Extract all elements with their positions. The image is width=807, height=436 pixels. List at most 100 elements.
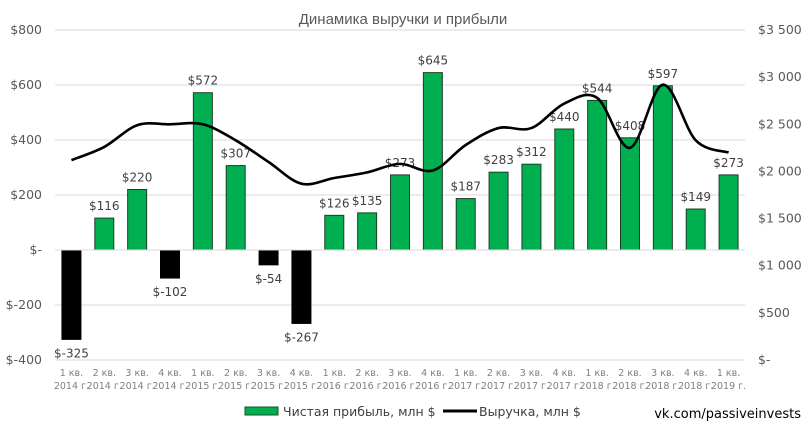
profit-bar [652, 85, 673, 251]
x-axis-tick-quarter: 1 кв. [454, 368, 477, 379]
x-axis-tick-quarter: 4 кв. [421, 368, 444, 379]
x-axis-tick-year: 2017 г. [547, 381, 582, 392]
x-axis-tick-quarter: 1 кв. [191, 368, 214, 379]
profit-bar [620, 137, 640, 251]
legend-item-revenue: Выручка, млн $ [443, 404, 581, 419]
right-axis-tick-label: $- [758, 352, 770, 367]
x-axis-tick-year: 2016 г. [317, 381, 352, 392]
profit-data-label: $-267 [284, 330, 319, 344]
left-axis-tick-label: $- [30, 242, 42, 257]
profit-data-label: $307 [220, 147, 251, 161]
x-axis-tick-quarter: 1 кв. [323, 368, 346, 379]
x-axis-tick-quarter: 2 кв. [93, 368, 116, 379]
x-axis-tick-quarter: 2 кв. [618, 368, 641, 379]
x-axis-tick-year: 2014 г. [152, 381, 187, 392]
profit-bar [390, 174, 410, 251]
profit-bar [521, 163, 542, 251]
x-axis-tick-year: 2015 г. [185, 381, 220, 392]
profit-data-label: $187 [450, 180, 481, 194]
profit-data-label: $116 [89, 199, 120, 213]
profit-data-label: $-102 [153, 285, 188, 299]
profit-bar [291, 249, 312, 324]
x-axis-tick-quarter: 4 кв. [684, 368, 707, 379]
x-axis-tick-quarter: 4 кв. [553, 368, 576, 379]
x-axis-tick-year: 2017 г. [448, 381, 483, 392]
legend-swatch-bar-icon [244, 406, 279, 416]
x-axis-tick-year: 2014 г. [120, 381, 155, 392]
profit-bar [685, 208, 706, 251]
legend-label-profit: Чистая прибыль, млн $ [283, 404, 436, 419]
profit-bar [324, 214, 345, 251]
left-axis-ticks: $800 $600 $400 $200 $- $-200 $-400 [6, 22, 42, 367]
left-axis-tick-label: $600 [10, 77, 42, 92]
x-axis-tick-year: 2018 г. [678, 381, 713, 392]
x-axis-tick-year: 2019 г. [711, 381, 746, 392]
x-axis-ticks: 1 кв.2014 г.2 кв.2014 г.3 кв.2014 г.4 кв… [54, 368, 746, 392]
profit-bars [61, 72, 739, 340]
left-axis-tick-label: $-400 [6, 352, 42, 367]
profit-data-label: $645 [418, 54, 449, 68]
profit-bar [94, 217, 115, 251]
profit-data-label: $283 [483, 153, 514, 167]
profit-data-label: $544 [582, 81, 613, 95]
legend-label-revenue: Выручка, млн $ [479, 404, 581, 419]
profit-bar [587, 99, 608, 251]
profit-bar [61, 249, 82, 340]
x-axis-tick-year: 2018 г. [645, 381, 680, 392]
legend: Чистая прибыль, млн $ Выручка, млн $ [244, 404, 581, 419]
right-axis-tick-label: $1 000 [758, 258, 802, 273]
left-axis-tick-label: $-200 [6, 297, 42, 312]
profit-data-label: $126 [319, 196, 350, 210]
x-axis-tick-year: 2018 г. [612, 381, 647, 392]
right-axis-tick-label: $3 000 [758, 69, 802, 84]
profit-data-label: $597 [648, 67, 679, 81]
x-axis-tick-year: 2016 г. [350, 381, 385, 392]
profit-data-label: $273 [713, 156, 744, 170]
right-axis-tick-label: $3 500 [758, 22, 802, 37]
profit-bar [192, 92, 213, 251]
x-axis-tick-quarter: 4 кв. [290, 368, 313, 379]
profit-bar [422, 72, 443, 251]
x-axis-tick-year: 2015 г. [284, 381, 319, 392]
x-axis-tick-year: 2017 г. [514, 381, 549, 392]
profit-bar [225, 165, 246, 251]
x-axis-tick-year: 2018 г. [580, 381, 615, 392]
profit-data-label: $-54 [255, 272, 282, 286]
x-axis-tick-year: 2016 г. [415, 381, 450, 392]
x-axis-tick-quarter: 2 кв. [487, 368, 510, 379]
profit-data-label: $220 [122, 171, 153, 185]
x-axis-tick-quarter: 3 кв. [520, 368, 543, 379]
right-axis-tick-label: $1 500 [758, 211, 802, 226]
x-axis-tick-quarter: 3 кв. [651, 368, 674, 379]
profit-bar [488, 171, 509, 251]
profit-data-label: $-325 [54, 346, 89, 360]
right-axis-ticks: $3 500 $3 000 $2 500 $2 000 $1 500 $1 000 $500… [758, 22, 802, 367]
revenue-line-path [70, 83, 730, 186]
profit-bar [258, 249, 279, 266]
revenue-line [70, 83, 730, 186]
x-axis-tick-quarter: 4 кв. [158, 368, 181, 379]
chart-title: Динамика выручки и прибыли [299, 11, 508, 28]
watermark: vk.com/passiveinvests [654, 407, 801, 422]
right-axis-tick-label: $500 [758, 305, 790, 320]
x-axis-tick-quarter: 1 кв. [585, 368, 608, 379]
x-axis-tick-quarter: 1 кв. [60, 368, 83, 379]
x-axis-tick-year: 2014 г. [87, 381, 122, 392]
profit-data-label: $572 [188, 74, 219, 88]
profit-bar [127, 189, 148, 251]
profit-bar [357, 212, 378, 251]
profit-bar [455, 198, 476, 251]
x-axis-tick-quarter: 2 кв. [224, 368, 247, 379]
x-axis-tick-year: 2016 г. [382, 381, 417, 392]
x-axis-tick-quarter: 3 кв. [257, 368, 280, 379]
x-axis-tick-quarter: 2 кв. [355, 368, 378, 379]
left-axis-tick-label: $800 [10, 22, 42, 37]
profit-data-label: $135 [352, 194, 383, 208]
profit-bar [718, 174, 739, 251]
legend-item-profit: Чистая прибыль, млн $ [244, 404, 436, 419]
profit-data-label: $440 [549, 110, 580, 124]
profit-bar [554, 128, 575, 251]
x-axis-tick-year: 2014 г. [54, 381, 89, 392]
